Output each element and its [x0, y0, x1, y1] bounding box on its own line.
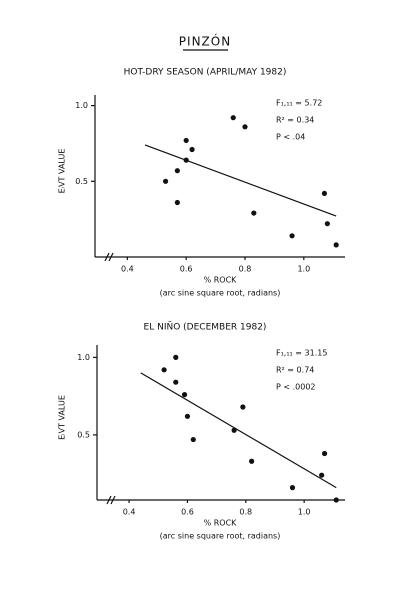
y-axis-label: EᵢVT VALUE [58, 395, 67, 440]
point [321, 450, 328, 457]
x-tick-label: 0.4 [121, 265, 134, 274]
point [161, 367, 167, 373]
trendline [140, 372, 337, 489]
annotation: P < .04 [276, 133, 305, 142]
y-axis-label: EᵢVT VALUE [58, 149, 67, 194]
point [230, 115, 236, 121]
point [249, 458, 255, 464]
annotation: F₁,₁₁ = 5.72 [276, 99, 322, 108]
point [242, 124, 248, 130]
x-tick-label: 1.0 [298, 508, 311, 517]
x-tick-label: 0.8 [239, 508, 252, 517]
x-tick-label: 0.8 [239, 265, 252, 274]
point [181, 392, 188, 398]
point [162, 178, 169, 184]
point [190, 436, 196, 443]
point [333, 497, 339, 503]
point [251, 210, 257, 216]
y-tick-label: 1.0 [77, 353, 90, 362]
x-axis-label: % ROCK [204, 276, 238, 285]
annotation: R² = 0.34 [276, 116, 314, 125]
point [183, 137, 189, 144]
axis-break [104, 252, 114, 262]
point [289, 233, 295, 239]
x-tick-label: 0.4 [123, 508, 136, 517]
point [173, 354, 179, 360]
x-axis-label: % ROCK [204, 519, 238, 528]
point [240, 404, 246, 410]
x-tick-label: 0.6 [181, 508, 194, 517]
x-tick-label: 0.6 [180, 265, 193, 274]
chart-title: EL NIÑO (DECEMBER 1982) [144, 322, 267, 333]
y-tick-label: 1.0 [75, 101, 88, 110]
point [174, 199, 180, 206]
trendline [144, 144, 337, 217]
point [189, 146, 195, 153]
y-tick-label: 0.5 [75, 177, 88, 186]
x-tick-label: 1.0 [297, 265, 310, 274]
point [319, 472, 325, 478]
figure-title: PINZÓN [179, 34, 231, 49]
x-axis-sublabel: (arc sine square root, radians) [160, 289, 281, 298]
annotation: F₁,₁₁ = 31.15 [276, 349, 327, 358]
point [333, 242, 339, 248]
x-axis-sublabel: (arc sine square root, radians) [160, 532, 281, 541]
point [321, 190, 328, 197]
annotation: P < .0002 [276, 383, 316, 392]
chart-title: HOT-DRY SEASON (APRIL/MAY 1982) [124, 68, 287, 78]
axis-break [106, 495, 116, 505]
annotation: R² = 0.74 [276, 366, 314, 375]
point [324, 221, 330, 227]
point [289, 485, 296, 491]
point [174, 168, 180, 174]
point [184, 413, 191, 419]
point [173, 379, 179, 385]
y-tick-label: 0.5 [77, 430, 90, 439]
